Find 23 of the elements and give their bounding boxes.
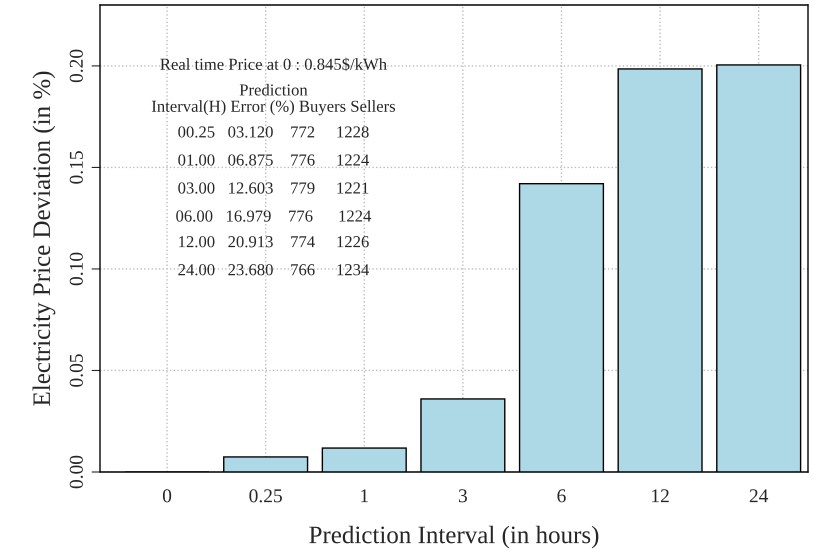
x-tick-label: 0 (162, 489, 172, 502)
annotation: Prediction (240, 84, 308, 96)
annotation: 24.00 23.680 766 1234 (178, 264, 370, 276)
x-tick-label: 6 (557, 489, 566, 502)
annotation: 01.00 06.875 776 1224 (178, 154, 370, 166)
annotation: 06.00 16.979 776 1224 (176, 210, 372, 222)
y-tick-label: 0.10 (70, 252, 83, 286)
x-tick-label: 0.25 (249, 489, 282, 502)
x-tick-label: 12 (652, 489, 669, 502)
x-tick-label: 24 (750, 489, 768, 502)
annotation: Interval(H) Error (%) Buyers Sellers (152, 100, 396, 116)
y-tick-label: 0.00 (70, 456, 83, 488)
y-tick-label: 0.20 (70, 50, 83, 82)
y-axis-title: Electricity Price Deviation (in %) (32, 72, 56, 406)
x-axis-title: Prediction Interval (in hours) (309, 526, 598, 548)
annotation: 12.00 20.913 774 1226 (179, 236, 369, 248)
annotation: Real time Price at 0 : 0.845$/kWh (160, 58, 387, 71)
x-tick-label: 1 (361, 489, 368, 502)
y-tick-label: 0.05 (70, 354, 83, 387)
y-tick-label: 0.15 (70, 151, 83, 184)
annotation: 00.25 03.120 772 1228 (178, 126, 369, 138)
annotation: 03.00 12.603 779 1221 (178, 182, 368, 194)
x-tick-label: 3 (458, 489, 467, 502)
